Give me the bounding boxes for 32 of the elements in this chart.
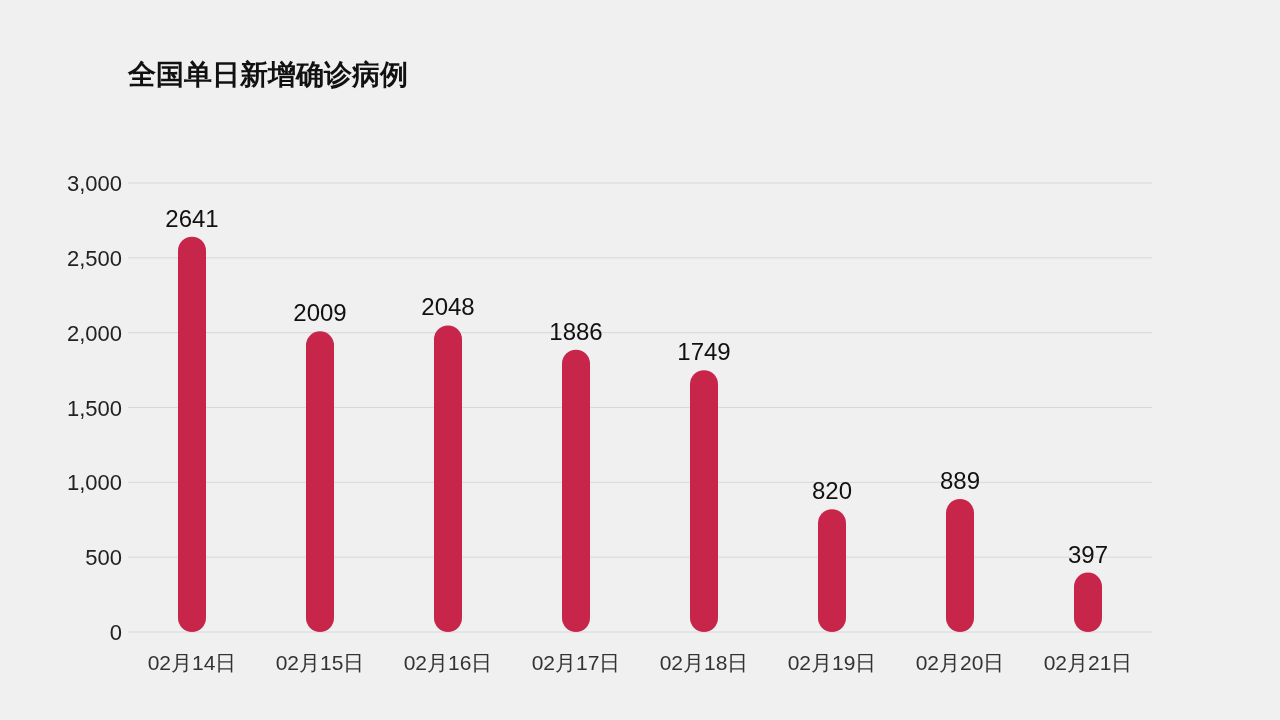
chart-title: 全国单日新增确诊病例: [127, 59, 408, 90]
x-tick-label: 02月14日: [147, 651, 237, 674]
y-tick-label: 1,000: [66, 470, 122, 496]
bar: [434, 325, 462, 632]
x-tick-label: 02月18日: [659, 651, 749, 674]
bar: [690, 370, 718, 632]
y-tick-label: 2,500: [66, 245, 122, 271]
y-tick-label: 1,500: [66, 395, 122, 421]
bar: [946, 498, 974, 632]
x-tick-label: 02月17日: [531, 651, 621, 674]
data-label: 2009: [293, 299, 347, 327]
data-label: 397: [1067, 540, 1109, 568]
data-label: 2048: [421, 293, 475, 321]
y-tick-label: 3,000: [66, 171, 122, 196]
x-tick-label: 02月15日: [275, 651, 365, 674]
data-label: 1749: [677, 338, 731, 366]
bar: [1074, 572, 1102, 632]
x-tick-label: 02月19日: [787, 651, 877, 674]
y-tick-label: 0: [109, 620, 122, 645]
bar: [306, 331, 334, 632]
data-label: 2641: [165, 204, 219, 232]
x-tick-label: 02月20日: [915, 651, 1005, 674]
y-tick-label: 2,000: [66, 320, 122, 346]
data-label: 1886: [549, 317, 603, 345]
data-label: 820: [811, 477, 853, 505]
x-tick-label: 02月16日: [403, 651, 493, 674]
bar: [562, 349, 590, 632]
data-label: 889: [939, 466, 981, 494]
bar: [818, 509, 846, 632]
bar: [178, 236, 206, 632]
x-tick-label: 02月21日: [1043, 651, 1133, 674]
y-tick-label: 500: [85, 545, 122, 571]
